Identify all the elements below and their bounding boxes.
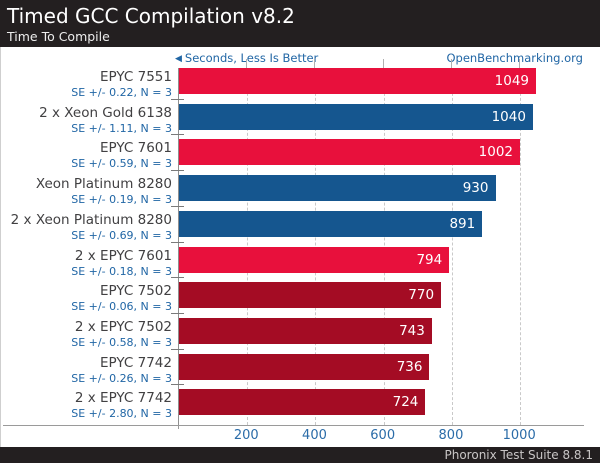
standard-error-note: SE +/- 0.19, N = 3 xyxy=(71,193,172,207)
bar-epyc-7502: 770 xyxy=(179,282,442,309)
y-axis-tick xyxy=(171,205,184,207)
bar-value: 794 xyxy=(416,251,443,268)
y-axis-tick xyxy=(171,98,184,100)
processor-name: 2 x EPYC 7601 xyxy=(74,247,172,264)
processor-name: EPYC 7601 xyxy=(100,140,172,157)
standard-error-note: SE +/- 0.69, N = 3 xyxy=(71,228,172,242)
x-axis-line xyxy=(3,425,584,426)
row-label: EPYC 7551 SE +/- 0.22, N = 3 xyxy=(1,69,172,99)
bar-value: 770 xyxy=(408,287,435,304)
y-axis-tick xyxy=(171,277,184,279)
processor-name: 2 x EPYC 7742 xyxy=(74,390,172,407)
bar-value: 891 xyxy=(449,215,476,232)
standard-error-note: SE +/- 0.59, N = 3 xyxy=(71,157,172,171)
standard-error-note: SE +/- 0.06, N = 3 xyxy=(71,300,172,314)
x-axis-tick-label: 1000 xyxy=(502,428,536,443)
bar-value: 743 xyxy=(399,322,425,339)
bar-epyc-7601: 1002 xyxy=(179,139,521,166)
top-axis-ticks xyxy=(178,59,584,68)
unit-legend-label: Seconds, Less Is Better xyxy=(184,51,319,65)
bar-value: 724 xyxy=(392,394,419,411)
bar-2-x-epyc-7502: 743 xyxy=(179,317,432,344)
row-label: 2 x EPYC 7601 SE +/- 0.18, N = 3 xyxy=(1,248,172,278)
processor-name: EPYC 7742 xyxy=(100,354,172,371)
chart-subtitle: Time To Compile xyxy=(7,29,110,44)
standard-error-note: SE +/- 0.22, N = 3 xyxy=(71,86,172,99)
x-axis-tick-label: 200 xyxy=(233,428,259,443)
x-axis-labels: 200 400 600 800 1000 xyxy=(178,428,584,444)
top-tick-200 xyxy=(246,59,248,68)
y-axis-tick xyxy=(171,134,184,136)
chart-footer: Phoronix Test Suite 8.8.1 xyxy=(0,447,600,463)
page-title: Timed GCC Compilation v8.2 xyxy=(7,4,295,28)
row-label: 2 x Xeon Gold 6138 SE +/- 1.11, N = 3 xyxy=(1,105,172,135)
x-axis-tick-label: 600 xyxy=(370,428,396,443)
gridline-800 xyxy=(451,68,453,425)
bar-2-x-xeon-platinum-8280: 891 xyxy=(179,210,483,237)
top-tick-1000 xyxy=(519,59,521,68)
bar-xeon-platinum-8280: 930 xyxy=(179,175,496,202)
y-axis-tick xyxy=(171,312,184,314)
row-label: EPYC 7742 SE +/- 0.26, N = 3 xyxy=(1,355,172,385)
bar-epyc-7551: 1049 xyxy=(179,68,536,94)
bar-value: 736 xyxy=(396,358,423,375)
processor-name: 2 x Xeon Platinum 8280 xyxy=(10,211,172,228)
less-is-better-arrow-icon: ◀ xyxy=(175,54,182,64)
chart-body: ◀ Seconds, Less Is Better OpenBenchmarkin… xyxy=(0,47,600,447)
row-label: 2 x EPYC 7742 SE +/- 2.80, N = 3 xyxy=(1,390,172,420)
bar-2-x-epyc-7601: 794 xyxy=(179,246,450,273)
bar-value: 1040 xyxy=(491,108,526,125)
bar-value: 1002 xyxy=(478,144,514,161)
standard-error-note: SE +/- 0.18, N = 3 xyxy=(71,264,172,278)
standard-error-note: SE +/- 1.11, N = 3 xyxy=(71,121,172,135)
row-label: EPYC 7502 SE +/- 0.06, N = 3 xyxy=(1,283,172,313)
openbenchmarking-link[interactable]: OpenBenchmarking.org xyxy=(446,51,583,65)
bar-series: 1049 1040 1002 930 891 794 770 743 736 724 xyxy=(179,68,584,425)
standard-error-note: SE +/- 0.58, N = 3 xyxy=(71,335,172,349)
y-axis-tick xyxy=(171,241,184,243)
y-axis-tick xyxy=(171,348,184,350)
bar-value: 930 xyxy=(462,180,489,197)
processor-name: EPYC 7551 xyxy=(100,69,172,85)
top-tick-800 xyxy=(450,59,452,68)
row-label: 2 x EPYC 7502 SE +/- 0.58, N = 3 xyxy=(1,319,172,349)
chart-header: Timed GCC Compilation v8.2 Time To Compi… xyxy=(0,0,600,47)
y-axis-tick xyxy=(171,170,184,172)
bar-epyc-7742: 736 xyxy=(179,353,430,380)
bar-2-x-xeon-gold-6138: 1040 xyxy=(179,103,533,130)
processor-name: 2 x EPYC 7502 xyxy=(74,318,172,335)
top-tick-400 xyxy=(314,59,316,68)
processor-name: 2 x Xeon Gold 6138 xyxy=(39,104,172,121)
processor-name: EPYC 7502 xyxy=(100,283,172,300)
y-axis-tick xyxy=(171,384,184,386)
row-label: EPYC 7601 SE +/- 0.59, N = 3 xyxy=(1,140,172,170)
gridline-1000 xyxy=(520,68,522,425)
bar-value: 1049 xyxy=(494,73,529,89)
x-axis-tick-label: 400 xyxy=(302,428,327,443)
footer-label: Phoronix Test Suite 8.8.1 xyxy=(444,448,594,462)
x-axis-tick-label: 800 xyxy=(438,428,464,443)
bar-2-x-epyc-7742: 724 xyxy=(179,389,426,416)
row-label: Xeon Platinum 8280 SE +/- 0.19, N = 3 xyxy=(1,176,172,206)
top-tick-600 xyxy=(382,59,384,68)
standard-error-note: SE +/- 2.80, N = 3 xyxy=(71,407,172,421)
row-label: 2 x Xeon Platinum 8280 SE +/- 0.69, N = 3 xyxy=(1,212,172,242)
unit-legend: ◀ Seconds, Less Is Better xyxy=(175,51,318,65)
processor-name: Xeon Platinum 8280 xyxy=(35,176,172,193)
standard-error-note: SE +/- 0.26, N = 3 xyxy=(71,371,172,385)
x-axis-origin-tick xyxy=(178,425,179,429)
